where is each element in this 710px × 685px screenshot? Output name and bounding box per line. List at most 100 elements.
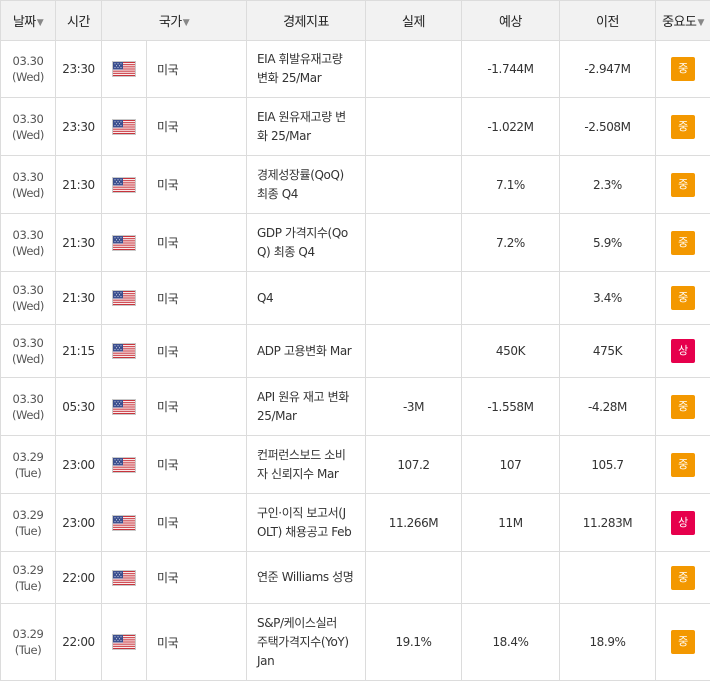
previous-value: 5.9% [593,235,622,250]
importance-cell: 상 [655,493,710,552]
actual-cell [365,551,462,604]
flag-cell [101,271,147,325]
country-cell: 미국 [146,377,247,436]
previous-value: -2.947M [584,62,631,76]
event-name-line: 25/Mar [257,408,297,423]
date-cell: 03.30 (Wed) [0,40,56,98]
forecast-column-header: 예상 [461,0,560,41]
table-row[interactable]: 03.30 (Wed) 21:30 미국 경제성장률(QoQ) 최종 Q4 [0,155,710,214]
table-row[interactable]: 03.29 (Tue) 22:00 미국 연준 Williams 성명 [0,551,710,604]
us-flag-icon [112,118,136,135]
table-row[interactable]: 03.29 (Tue) 23:00 미국 컨퍼런스보드 소비 자 신뢰지수 [0,435,710,494]
event-cell[interactable]: 컨퍼런스보드 소비 자 신뢰지수 Mar [246,435,366,494]
time-cell: 21:15 [55,324,102,378]
forecast-header-label: 예상 [499,15,522,30]
importance-header-label: 중요도 [662,15,697,30]
filter-arrow-icon: ▼ [697,18,704,28]
event-cell[interactable]: S&P/케이스실러 주택가격지수(YoY) Jan [246,603,366,681]
country-cell: 미국 [146,155,247,214]
actual-value: 19.1% [395,635,432,649]
flag-cell [101,324,147,378]
event-name-line: 자 신뢰지수 Mar [257,466,339,481]
date-value: 03.30 [12,227,44,242]
importance-badge: 중 [671,286,695,310]
event-name-line: 구인·이직 보고서(J [257,505,346,520]
country-name: 미국 [157,400,179,414]
date-value: 03.30 [12,169,44,184]
time-column-header: 시간 [55,0,102,41]
time-cell: 23:30 [55,97,102,156]
us-flag-icon [112,61,136,77]
table-row[interactable]: 03.30 (Wed) 23:30 미국 EIA 휘발유재고량 변화 25/ [0,40,710,98]
actual-cell: -3M [365,377,462,436]
date-value: 03.30 [12,111,44,126]
importance-badge: 중 [671,452,695,477]
date-cell: 03.29 (Tue) [0,435,56,494]
importance-column-header[interactable]: 중요도▼ [655,0,710,41]
date-column-header[interactable]: 날짜▼ [0,0,56,41]
table-row[interactable]: 03.30 (Wed) 21:30 미국 Q4 [0,271,710,325]
forecast-value: 11M [498,515,523,530]
us-flag-icon [112,176,136,193]
us-flag-icon [112,234,136,251]
table-row[interactable]: 03.29 (Tue) 23:00 미국 구인·이직 보고서(J OLT) [0,493,710,552]
event-name-line: 화 25/Mar [257,128,311,143]
weekday-value: (Wed) [11,127,45,142]
forecast-cell: 18.4% [461,603,560,681]
weekday-value: (Tue) [14,465,42,480]
previous-cell: -4.28M [559,377,656,436]
flag-cell [101,377,147,436]
importance-badge: 중 [671,230,695,255]
date-cell: 03.30 (Wed) [0,155,56,214]
time-cell: 05:30 [55,377,102,436]
event-cell[interactable]: Q4 [246,271,366,325]
country-name: 미국 [157,635,179,650]
time-cell: 22:00 [55,551,102,604]
country-cell: 미국 [146,551,247,604]
actual-cell: 107.2 [365,435,462,494]
event-cell[interactable]: 구인·이직 보고서(J OLT) 채용공고 Feb [246,493,366,552]
time-value: 23:30 [62,119,95,134]
event-name-line: ADP 고용변화 Mar [257,343,352,358]
date-cell: 03.29 (Tue) [0,551,56,604]
event-cell[interactable]: GDP 가격지수(Qo Q) 최종 Q4 [246,213,366,272]
time-value: 23:00 [62,457,95,472]
time-value: 23:00 [62,515,95,530]
us-flag-icon [112,398,136,415]
table-row[interactable]: 03.30 (Wed) 21:30 미국 GDP 가격지수(Qo Q) 최종 [0,213,710,272]
table-header-row: 날짜▼ 시간 국가▼ 경제지표 실제 예상 이전 중요도▼ [0,0,710,41]
country-header-label: 국가 [158,15,182,30]
date-cell: 03.30 (Wed) [0,213,56,272]
forecast-value: -1.744M [487,62,534,76]
event-header-label: 경제지표 [283,15,329,30]
previous-column-header: 이전 [559,0,656,41]
country-column-header[interactable]: 국가▼ [101,0,247,41]
table-row[interactable]: 03.30 (Wed) 05:30 미국 API 원유 재고 변화 25/M [0,377,710,436]
weekday-value: (Tue) [14,523,42,538]
event-cell[interactable]: ADP 고용변화 Mar [246,324,366,378]
us-flag-icon [112,634,136,650]
table-row[interactable]: 03.29 (Tue) 22:00 미국 S&P/케이스실러 주택가격지수( [0,603,710,681]
event-cell[interactable]: EIA 휘발유재고량 변화 25/Mar [246,40,366,98]
us-flag-icon [112,456,136,473]
previous-value: 475K [592,344,623,358]
date-cell: 03.29 (Tue) [0,603,56,681]
event-name-line: API 원유 재고 변화 [257,389,349,404]
table-row[interactable]: 03.30 (Wed) 21:15 미국 ADP 고용변화 Mar [0,324,710,378]
event-name-line: EIA 휘발유재고량 [257,52,343,66]
event-column-header: 경제지표 [246,0,366,41]
previous-value: 2.3% [593,177,622,192]
event-cell[interactable]: API 원유 재고 변화 25/Mar [246,377,366,436]
previous-cell: 18.9% [559,603,656,681]
event-cell[interactable]: 연준 Williams 성명 [246,551,366,604]
time-value: 23:30 [62,62,95,76]
importance-badge: 중 [671,172,695,197]
previous-value: 11.283M [582,515,633,530]
event-cell[interactable]: 경제성장률(QoQ) 최종 Q4 [246,155,366,214]
country-name: 미국 [157,178,179,192]
event-name-line: Q4 [257,290,274,305]
time-value: 21:30 [62,177,95,192]
